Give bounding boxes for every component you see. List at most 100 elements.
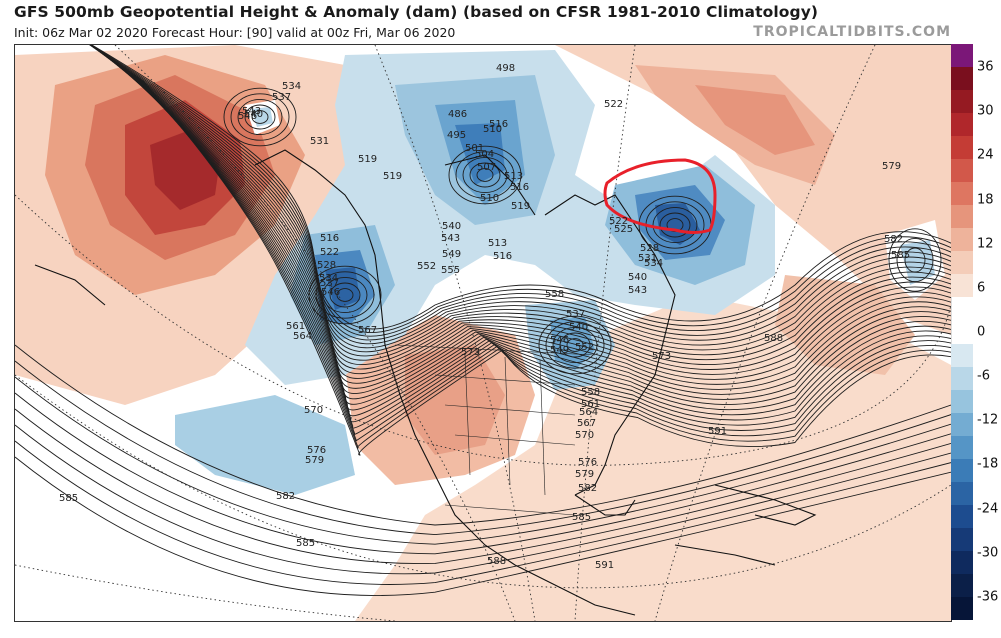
height-contour <box>15 456 951 596</box>
contour-label: 531 <box>638 253 657 264</box>
contour-label: 546 <box>321 287 340 298</box>
colorbar-swatch <box>951 44 973 68</box>
colorbar-swatch <box>951 435 973 460</box>
lat-lon-grid <box>15 45 951 621</box>
colorbar-label: 36 <box>977 59 994 75</box>
contour-label: 543 <box>441 233 460 244</box>
contour-label: 558 <box>581 387 600 398</box>
colorbar-swatch <box>951 527 973 552</box>
height-contour <box>322 276 368 314</box>
contour-label: 534 <box>282 81 301 92</box>
height-contour <box>15 360 951 536</box>
colorbar-swatch <box>951 596 973 621</box>
height-contour <box>251 110 269 124</box>
contour-label: 564 <box>579 407 598 418</box>
contour-label: 561 <box>581 399 600 410</box>
height-contour <box>123 67 951 411</box>
contour-label: 576 <box>578 457 597 468</box>
height-contour <box>448 145 522 205</box>
contour-label: 585 <box>59 493 78 504</box>
height-contour <box>139 77 951 449</box>
contour-label: 573 <box>461 347 480 358</box>
colorbar-swatch <box>951 412 973 437</box>
contour-label: 540 <box>442 221 461 232</box>
contour-label: 528 <box>283 45 302 48</box>
colorbar-swatch <box>951 504 973 529</box>
height-contour <box>109 58 951 385</box>
height-contour <box>115 61 951 395</box>
contour-label: 546 <box>550 335 569 346</box>
colorbar-label: -12 <box>977 412 999 428</box>
map-canvas: 5855795825855765705645615285345375405435… <box>15 45 951 621</box>
contour-label: 519 <box>511 201 530 212</box>
forecast-info: Init: 06z Mar 02 2020 Forecast Hour: [90… <box>14 25 456 40</box>
contour-label: 522 <box>609 216 628 227</box>
colorbar-label: -24 <box>977 501 999 517</box>
contour-label: 540 <box>569 322 588 333</box>
height-contour <box>142 79 951 456</box>
contour-label: 558 <box>545 289 564 300</box>
height-contour <box>15 408 951 565</box>
height-contour <box>125 68 951 417</box>
contour-label: 516 <box>510 182 529 193</box>
height-contour <box>136 76 951 442</box>
contour-label: 552 <box>417 261 436 272</box>
height-contour <box>117 63 951 400</box>
contour-label: 561 <box>286 321 305 332</box>
contour-label: 519 <box>383 171 402 182</box>
contour-label: 591 <box>708 426 727 437</box>
contour-label: 486 <box>448 109 467 120</box>
contour-label: 537 <box>320 278 339 289</box>
contour-label: 579 <box>882 161 901 172</box>
contour-label: 507 <box>477 162 496 173</box>
height-contour <box>559 332 591 358</box>
colorbar-swatch <box>951 458 973 483</box>
height-contour <box>15 392 951 555</box>
contour-label: 585 <box>891 250 910 261</box>
colorbar-swatch <box>951 343 973 368</box>
colorbar-swatch <box>951 228 973 252</box>
contour-label: 531 <box>310 136 329 147</box>
contour-label: 525 <box>614 224 633 235</box>
height-contour <box>237 98 283 136</box>
contour-label: 567 <box>577 418 596 429</box>
colorbar-swatch <box>951 159 973 183</box>
contour-label: 522 <box>320 247 339 258</box>
contour-label: 567 <box>358 325 377 336</box>
contour-label: 537 <box>272 92 291 103</box>
height-contour <box>904 247 926 273</box>
height-contour <box>131 72 951 429</box>
colorbar-label: 24 <box>977 147 994 163</box>
height-contour <box>107 56 951 380</box>
colorbar: 36 30 24 18 12 6 0 -6 -12 -18 -24 -30 -36 <box>951 44 1001 621</box>
contour-label: 585 <box>296 538 315 549</box>
height-contour <box>134 74 951 435</box>
colorbar-label: 18 <box>977 192 994 208</box>
contour-label: 570 <box>304 405 323 416</box>
contour-label: 570 <box>575 430 594 441</box>
contour-label: 588 <box>487 556 506 567</box>
contour-label: 534 <box>319 273 338 284</box>
site-brand[interactable]: TROPICALTIDBITS.COM <box>753 24 951 40</box>
contour-label: 513 <box>488 238 507 249</box>
contour-labels: 5855795825855765705645615285345375405435… <box>59 45 910 571</box>
contour-label: 549 <box>442 249 461 260</box>
height-contour <box>15 440 951 585</box>
contour-label: 582 <box>276 491 295 502</box>
colorbar-swatch <box>951 297 974 321</box>
contour-label: 543 <box>628 285 647 296</box>
colorbar-swatch <box>951 90 973 114</box>
contour-label: 582 <box>884 234 903 245</box>
contour-label: 540 <box>244 109 263 120</box>
contour-label: 546 <box>238 111 257 122</box>
height-contour <box>566 338 584 352</box>
height-contour <box>545 321 605 369</box>
colorbar-label: 6 <box>977 280 986 296</box>
height-contour <box>96 49 951 361</box>
height-contour <box>652 206 698 244</box>
colorbar-swatch <box>951 67 973 91</box>
contour-label: 591 <box>595 560 614 571</box>
contour-label: 498 <box>496 63 515 74</box>
chart-title: GFS 500mb Geopotential Height & Anomaly … <box>14 3 819 21</box>
colorbar-swatch <box>951 389 973 414</box>
